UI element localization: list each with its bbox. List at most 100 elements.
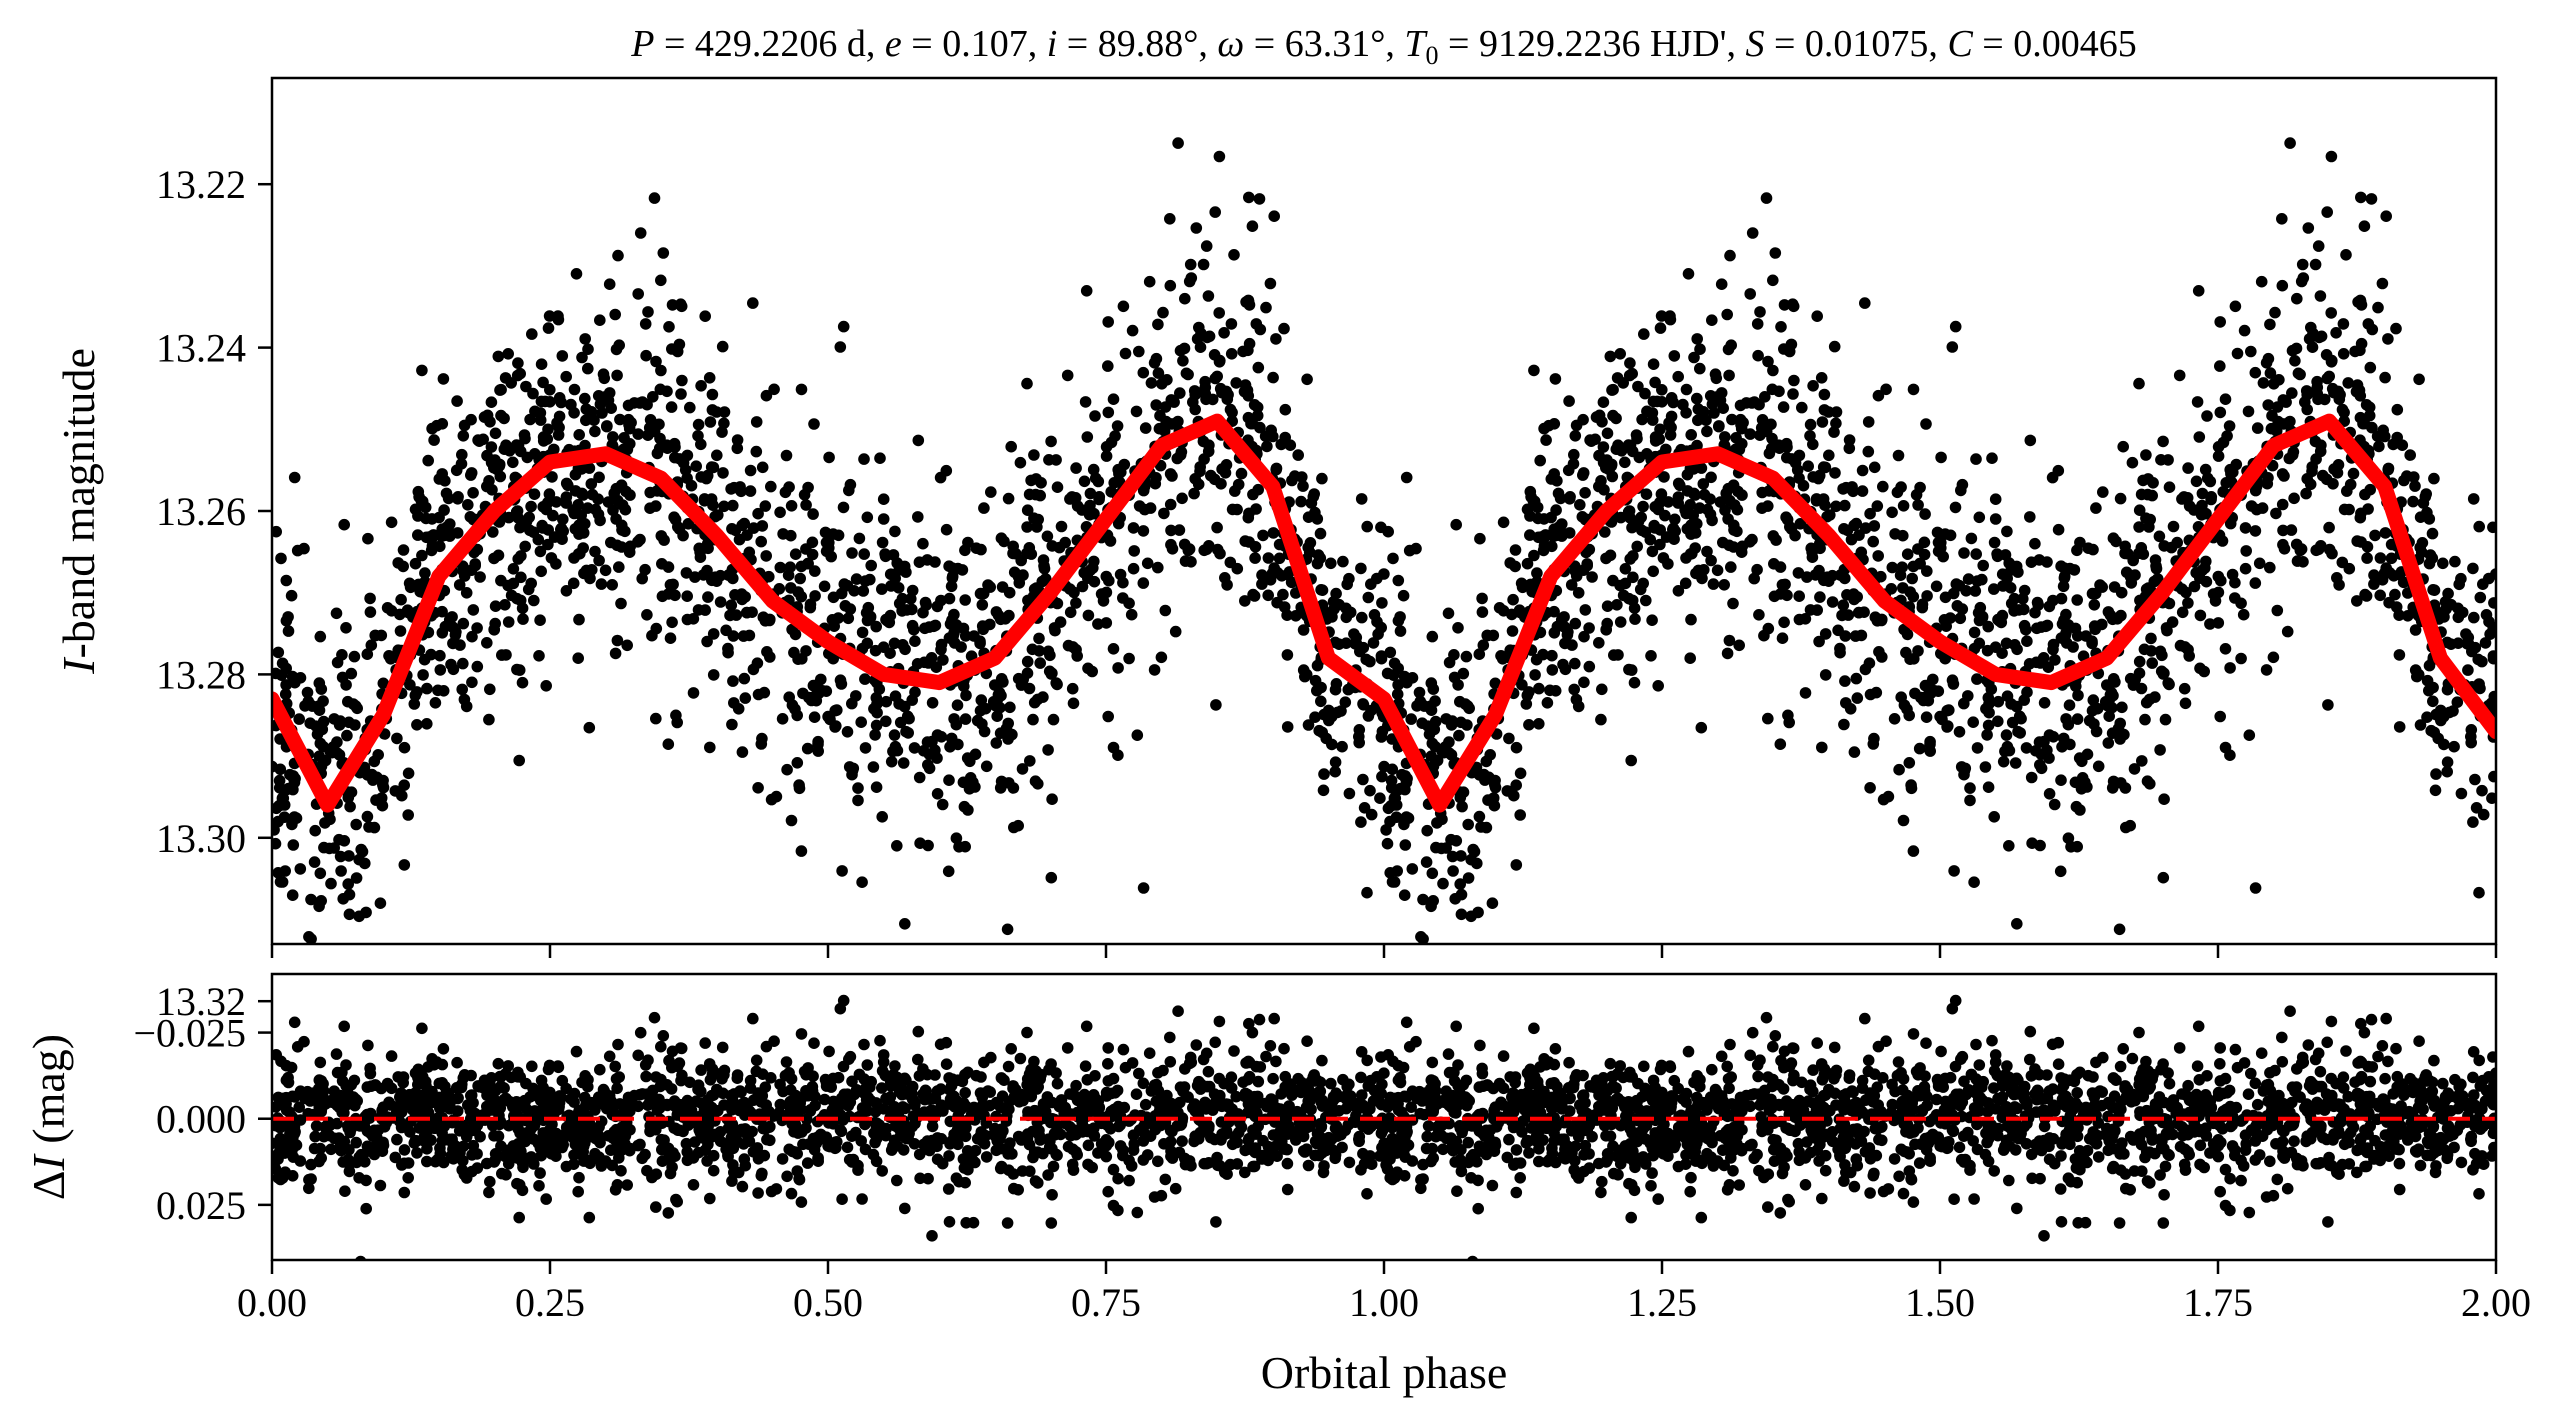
- observation-point: [1794, 518, 1807, 530]
- top-y-tick-label: 13.32: [156, 979, 246, 1024]
- observation-point: [550, 558, 562, 570]
- observation-point: [328, 713, 341, 725]
- observation-point: [2178, 682, 2191, 695]
- observation-point: [884, 568, 897, 580]
- observation-point: [718, 417, 730, 430]
- observation-point: [2239, 522, 2252, 534]
- observation-point: [2239, 562, 2252, 575]
- observation-point: [1028, 449, 1040, 461]
- observation-point: [1746, 533, 1758, 546]
- observation-point: [294, 863, 307, 875]
- observation-point: [669, 513, 682, 526]
- observation-point: [844, 478, 857, 491]
- observation-point: [1252, 483, 1264, 496]
- observation-point: [1637, 500, 1649, 513]
- observation-point: [1219, 572, 1231, 584]
- observation-point: [429, 697, 442, 709]
- observation-point: [2224, 463, 2236, 476]
- observation-point: [2297, 272, 2310, 284]
- observation-point: [2003, 840, 2015, 852]
- observation-point: [992, 701, 1005, 713]
- observation-point: [1895, 481, 1907, 493]
- observation-point: [2445, 598, 2457, 611]
- observation-point: [671, 716, 683, 729]
- observation-point: [998, 535, 1010, 548]
- observation-point: [1084, 499, 1096, 512]
- observation-point: [1691, 392, 1703, 405]
- observation-point: [519, 540, 531, 553]
- observation-point: [602, 394, 615, 407]
- observation-point: [1021, 547, 1033, 560]
- observation-point: [1387, 799, 1399, 811]
- observation-point: [1762, 712, 1774, 725]
- observation-point: [792, 653, 804, 665]
- observation-point: [1569, 617, 1582, 630]
- observation-point: [1731, 525, 1743, 538]
- observation-point: [1906, 572, 1918, 585]
- observation-point: [2476, 655, 2488, 668]
- top-y-tick-label: 13.24: [156, 326, 246, 371]
- observation-point: [1848, 746, 1861, 758]
- observation-point: [922, 759, 934, 771]
- observation-point: [1103, 574, 1115, 587]
- observation-point: [1982, 719, 1995, 732]
- observation-point: [1577, 564, 1590, 576]
- observation-point: [687, 687, 700, 699]
- observation-point: [2364, 483, 2376, 496]
- observation-point: [1667, 396, 1679, 409]
- observation-point: [1197, 435, 1210, 448]
- observation-point: [1579, 487, 1591, 499]
- observation-point: [1004, 701, 1016, 714]
- observation-point: [1804, 604, 1817, 616]
- observation-point: [976, 599, 989, 611]
- observation-point: [922, 839, 934, 852]
- observation-point: [648, 425, 661, 438]
- observation-point: [542, 524, 554, 536]
- observation-point: [1053, 541, 1066, 554]
- observation-point: [1877, 480, 1889, 493]
- residual-point: [1355, 1046, 1368, 1058]
- observation-point: [1974, 601, 1987, 614]
- observation-point: [1832, 624, 1844, 637]
- observation-point: [1277, 588, 1289, 601]
- observation-point: [975, 694, 988, 706]
- observation-point: [2389, 588, 2401, 601]
- observation-point: [2157, 871, 2170, 884]
- observation-point: [2090, 725, 2103, 738]
- observation-point: [1577, 467, 1590, 479]
- observation-point: [2235, 652, 2247, 665]
- observation-point: [1427, 683, 1440, 695]
- observation-point: [1778, 616, 1790, 629]
- observation-point: [624, 489, 636, 501]
- residual-point: [1309, 1075, 1321, 1087]
- observation-point: [968, 947, 980, 959]
- observation-point: [1431, 754, 1444, 767]
- observation-point: [2249, 366, 2262, 379]
- observation-point: [1320, 732, 1332, 745]
- observation-point: [2354, 511, 2367, 524]
- observation-point: [990, 737, 1003, 749]
- observation-point: [1472, 984, 1484, 996]
- observation-point: [2260, 357, 2273, 369]
- observation-point: [535, 565, 547, 578]
- observation-point: [642, 306, 654, 318]
- residual-point: [568, 1149, 580, 1161]
- residual-point: [1336, 1141, 1348, 1154]
- observation-point: [759, 615, 772, 627]
- observation-point: [2302, 222, 2315, 234]
- observation-point: [791, 709, 803, 722]
- observation-point: [2314, 290, 2327, 302]
- observation-point: [946, 614, 958, 626]
- observation-point: [807, 679, 820, 692]
- observation-point: [2054, 865, 2067, 878]
- observation-point: [802, 481, 814, 494]
- observation-point: [692, 430, 704, 442]
- observation-point: [428, 434, 440, 446]
- observation-point: [1521, 503, 1534, 516]
- observation-point: [525, 500, 537, 513]
- observation-point: [2192, 285, 2205, 297]
- observation-point: [1973, 511, 1986, 524]
- observation-point: [820, 685, 833, 697]
- observation-point: [893, 698, 905, 710]
